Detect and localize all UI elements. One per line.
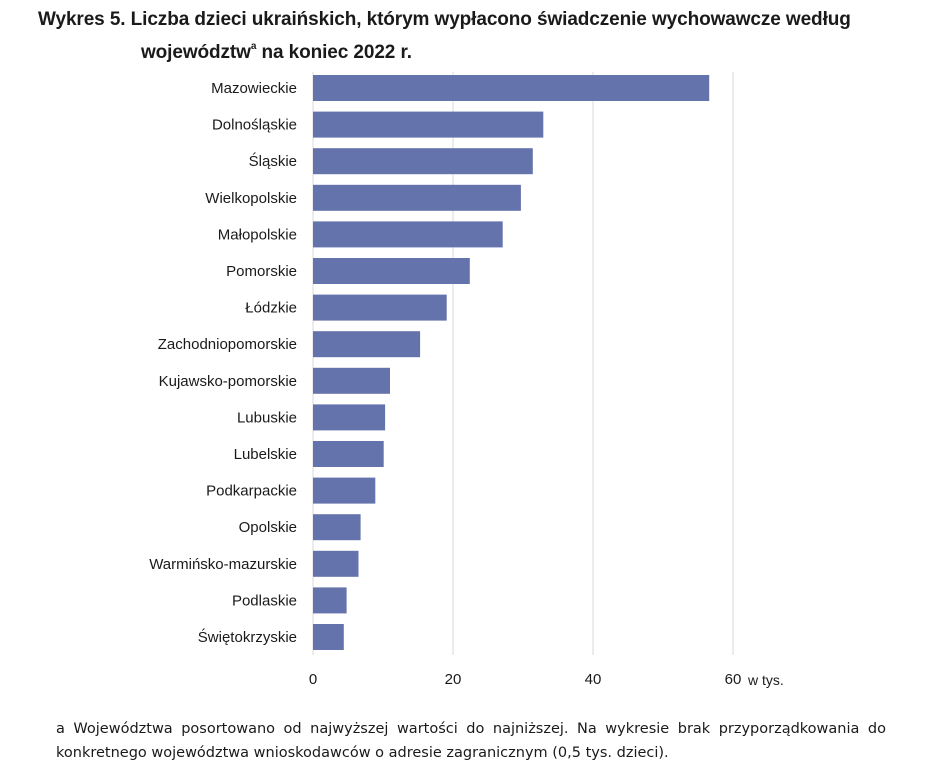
bar-13 xyxy=(313,550,359,577)
x-unit-label: w tys. xyxy=(747,672,784,688)
category-label: Wielkopolskie xyxy=(205,190,297,207)
category-label: Świętokrzyskie xyxy=(198,628,297,646)
x-tick-label: 20 xyxy=(445,671,462,688)
category-label: Kujawsko-pomorskie xyxy=(159,373,297,390)
bar-4 xyxy=(313,221,503,248)
x-tick-labels: 0 20 40 60 xyxy=(309,671,742,688)
category-label: Małopolskie xyxy=(218,226,297,243)
category-label: Podkarpackie xyxy=(206,483,297,500)
category-label: Zachodniopomorskie xyxy=(158,336,297,353)
title-line-1: Wykres 5. Liczba dzieci ukraińskich, któ… xyxy=(38,9,851,30)
bar-1 xyxy=(313,111,544,138)
bar-3 xyxy=(313,184,521,211)
category-label: Lubuskie xyxy=(237,409,297,426)
bar-12 xyxy=(313,514,361,541)
bar-chart: Mazowieckie Dolnośląskie Śląskie Wielkopols… xyxy=(149,72,784,688)
category-label: Podlaskie xyxy=(232,592,297,609)
bar-5 xyxy=(313,258,470,284)
title-line-2-main: województw xyxy=(141,42,251,63)
bar-10 xyxy=(313,441,384,467)
bars xyxy=(313,75,710,650)
x-tick-label: 60 xyxy=(725,671,742,688)
category-label: Śląskie xyxy=(249,152,297,170)
x-tick-label: 40 xyxy=(585,671,602,688)
bar-15 xyxy=(313,624,344,650)
bar-6 xyxy=(313,294,447,321)
title-footnote-marker: a xyxy=(250,41,257,52)
bar-2 xyxy=(313,148,533,175)
category-label: Łódzkie xyxy=(245,300,297,317)
category-label: Lubelskie xyxy=(234,446,297,463)
category-label: Warmińsko-mazurskie xyxy=(149,556,297,573)
bar-14 xyxy=(313,587,347,614)
category-label: Pomorskie xyxy=(226,263,297,280)
category-label: Mazowieckie xyxy=(211,80,297,97)
category-label: Opolskie xyxy=(239,519,297,536)
bar-8 xyxy=(313,367,390,394)
bar-9 xyxy=(313,404,386,431)
title-line-2-rest: na koniec 2022 r. xyxy=(256,42,412,63)
title-line-2: województwa na koniec 2022 r. xyxy=(38,33,918,66)
chart-title: Wykres 5. Liczba dzieci ukraińskich, któ… xyxy=(38,6,918,66)
x-tick-label: 0 xyxy=(309,671,317,688)
bar-11 xyxy=(313,477,376,504)
category-label: Dolnośląskie xyxy=(212,117,297,134)
footnote: a Województwa posortowano od najwyższej … xyxy=(56,721,886,761)
bar-0 xyxy=(313,75,710,101)
bar-7 xyxy=(313,331,421,358)
category-labels: Mazowieckie Dolnośląskie Śląskie Wielkopols… xyxy=(149,80,297,646)
